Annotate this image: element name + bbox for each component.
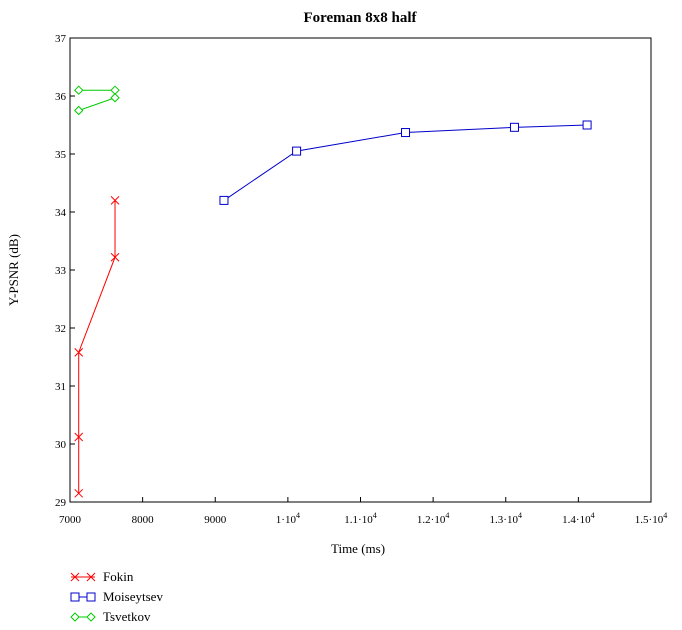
x-tick-exponent: 4 <box>591 511 595 520</box>
x-axis-label: Time (ms) <box>331 541 385 556</box>
x-tick-base: 9000 <box>204 514 227 526</box>
x-tick-label: 7000 <box>59 514 82 526</box>
data-point-fokin <box>74 432 84 442</box>
x-tick-label: 1.5·104 <box>635 511 667 526</box>
y-tick-label: 31 <box>55 381 66 393</box>
y-tick-label: 36 <box>55 91 67 103</box>
y-axis-label: Y-PSNR (dB) <box>6 234 21 306</box>
y-tick-label: 35 <box>55 149 67 161</box>
series-line-fokin <box>78 200 116 494</box>
x-tick-base: 1.3·10 <box>490 514 519 526</box>
x-tick-exponent: 4 <box>296 511 300 520</box>
legend: Fokin Moiseytsev Tsvetkov <box>70 569 163 624</box>
x-tick-base: 1.1·10 <box>344 514 373 526</box>
x-axis-ticks: 7000 8000 9000 1·104 1.1·104 1.2·104 1.3·104 1.… <box>59 497 667 526</box>
x-tick-base: 1.5·10 <box>635 514 664 526</box>
x-tick-base: 1·10 <box>276 514 297 526</box>
data-point-tsvetkov <box>74 105 84 116</box>
legend-label: Fokin <box>103 569 134 584</box>
legend-marker <box>70 592 80 602</box>
legend-item-tsvetkov: Tsvetkov <box>70 609 151 624</box>
data-point-tsvetkov <box>110 85 120 95</box>
data-point-moiseytsev <box>509 122 519 132</box>
x-tick-label: 1.1·104 <box>344 511 376 526</box>
x-tick-exponent: 4 <box>518 511 522 520</box>
data-point-moiseytsev <box>219 195 229 205</box>
x-tick-label: 1.3·104 <box>490 511 522 526</box>
legend-marker <box>70 572 80 582</box>
data-point-fokin <box>74 348 84 357</box>
data-point-fokin <box>74 488 84 498</box>
data-point-moiseytsev <box>401 128 411 138</box>
x-tick-label: 9000 <box>204 514 227 526</box>
legend-marker <box>70 612 80 622</box>
y-tick-label: 32 <box>55 323 66 335</box>
data-point-moiseytsev <box>582 120 592 130</box>
legend-marker <box>86 612 96 622</box>
x-tick-label: 1.2·104 <box>417 511 449 526</box>
y-tick-label: 30 <box>55 439 67 451</box>
data-point-fokin <box>110 196 120 205</box>
x-tick-label: 1·104 <box>276 511 300 526</box>
data-point-moiseytsev <box>292 146 302 156</box>
legend-item-fokin: Fokin <box>70 569 134 584</box>
legend-marker <box>86 572 96 582</box>
x-tick-base: 1.4·10 <box>562 514 591 526</box>
chart-title: Foreman 8x8 half <box>303 10 417 26</box>
series-layer <box>74 85 592 498</box>
y-tick-label: 37 <box>55 33 67 45</box>
y-tick-label: 29 <box>55 497 67 509</box>
x-tick-exponent: 4 <box>373 511 377 520</box>
y-tick-label: 34 <box>55 207 67 219</box>
y-tick-label: 33 <box>55 265 67 277</box>
x-tick-exponent: 4 <box>445 511 449 520</box>
legend-item-moiseytsev: Moiseytsev <box>70 589 163 604</box>
x-tick-base: 1.2·10 <box>417 514 446 526</box>
data-point-tsvetkov <box>110 93 120 103</box>
x-tick-base: 7000 <box>59 514 82 526</box>
legend-label: Tsvetkov <box>103 609 151 624</box>
legend-marker <box>86 592 96 602</box>
data-point-fokin <box>110 252 120 262</box>
x-tick-exponent: 4 <box>663 511 667 520</box>
plot-frame <box>69 37 652 503</box>
legend-label: Moiseytsev <box>103 589 163 604</box>
x-tick-label: 1.4·104 <box>562 511 594 526</box>
y-axis-ticks: 29 30 31 32 33 34 35 36 37 <box>55 33 75 509</box>
data-point-tsvetkov <box>74 85 84 95</box>
x-tick-base: 8000 <box>132 514 155 526</box>
x-tick-label: 8000 <box>132 514 155 526</box>
series-line-tsvetkov <box>78 89 116 111</box>
